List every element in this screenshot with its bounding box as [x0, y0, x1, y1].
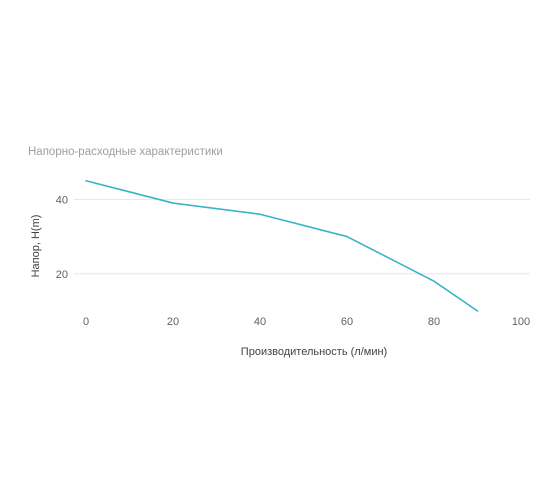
gridlines — [74, 198, 530, 275]
series-layer — [85, 179, 479, 312]
x-tick-label: 20 — [167, 316, 179, 328]
x-tick-label: 40 — [254, 316, 266, 328]
x-tick-label: 100 — [512, 316, 530, 328]
x-axis-label: Производительность (л/мин) — [241, 346, 387, 358]
x-tick-label: 60 — [341, 316, 353, 328]
x-tick-label: 0 — [83, 316, 89, 328]
y-axis-label: Напор, H(m) — [30, 215, 42, 278]
y-tick-label: 20 — [56, 269, 68, 281]
chart-title: Напорно-расходные характеристики — [28, 146, 223, 158]
x-tick-label: 80 — [428, 316, 440, 328]
y-tick-label: 40 — [56, 194, 68, 206]
series-line-0 — [85, 179, 479, 312]
x-axis-ticks: 0 20 40 60 80 100 — [83, 316, 530, 328]
